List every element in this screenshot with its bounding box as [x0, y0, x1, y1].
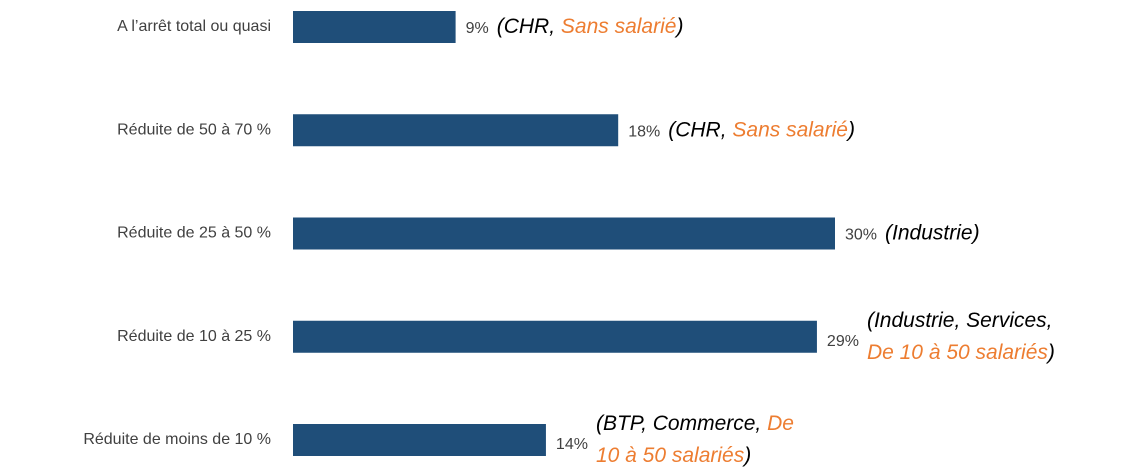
bar — [293, 217, 835, 250]
category-label: Réduite de 10 à 25 % — [117, 328, 271, 345]
value-label: 30% — [845, 227, 877, 244]
annotation: De 10 à 50 salariés) — [867, 340, 1055, 363]
category-label: A l’arrêt total ou quasi — [117, 18, 271, 35]
annotation-part: De 10 à 50 salariés — [867, 340, 1048, 363]
annotation: 10 à 50 salariés) — [596, 444, 751, 467]
category-label: Réduite de 25 à 50 % — [117, 225, 271, 242]
annotation: (CHR, Sans salarié) — [668, 118, 855, 141]
annotation-part: (CHR, — [668, 118, 732, 141]
annotation-part: (Industrie, Services, — [867, 308, 1053, 331]
annotation-part: De — [767, 412, 794, 435]
annotation: (Industrie, Services, — [867, 308, 1053, 331]
annotation-part: ) — [1045, 340, 1055, 363]
annotation-part: 10 à 50 salariés — [596, 444, 745, 467]
annotation-part: ) — [845, 118, 855, 141]
annotation-part: ) — [741, 444, 751, 467]
bar — [293, 11, 456, 43]
value-label: 18% — [628, 123, 660, 140]
annotation: (Industrie) — [885, 221, 980, 244]
bar — [293, 424, 546, 456]
bar — [293, 320, 817, 353]
annotation: (BTP, Commerce, De — [596, 412, 794, 435]
annotation: (CHR, Sans salarié) — [497, 15, 684, 38]
annotation-part: Sans salarié — [561, 15, 677, 38]
annotation-part: (BTP, Commerce, — [596, 412, 767, 435]
value-label: 29% — [827, 333, 859, 350]
annotation-part: Sans salarié — [732, 118, 848, 141]
value-label: 14% — [556, 436, 588, 453]
category-label: Réduite de moins de 10 % — [83, 431, 271, 448]
bar — [293, 114, 619, 147]
annotation-part: (Industrie) — [885, 221, 980, 244]
category-label: Réduite de 50 à 70 % — [117, 121, 271, 138]
annotation-part: (CHR, — [497, 15, 561, 38]
value-label: 9% — [466, 20, 489, 37]
annotation-part: ) — [673, 15, 683, 38]
